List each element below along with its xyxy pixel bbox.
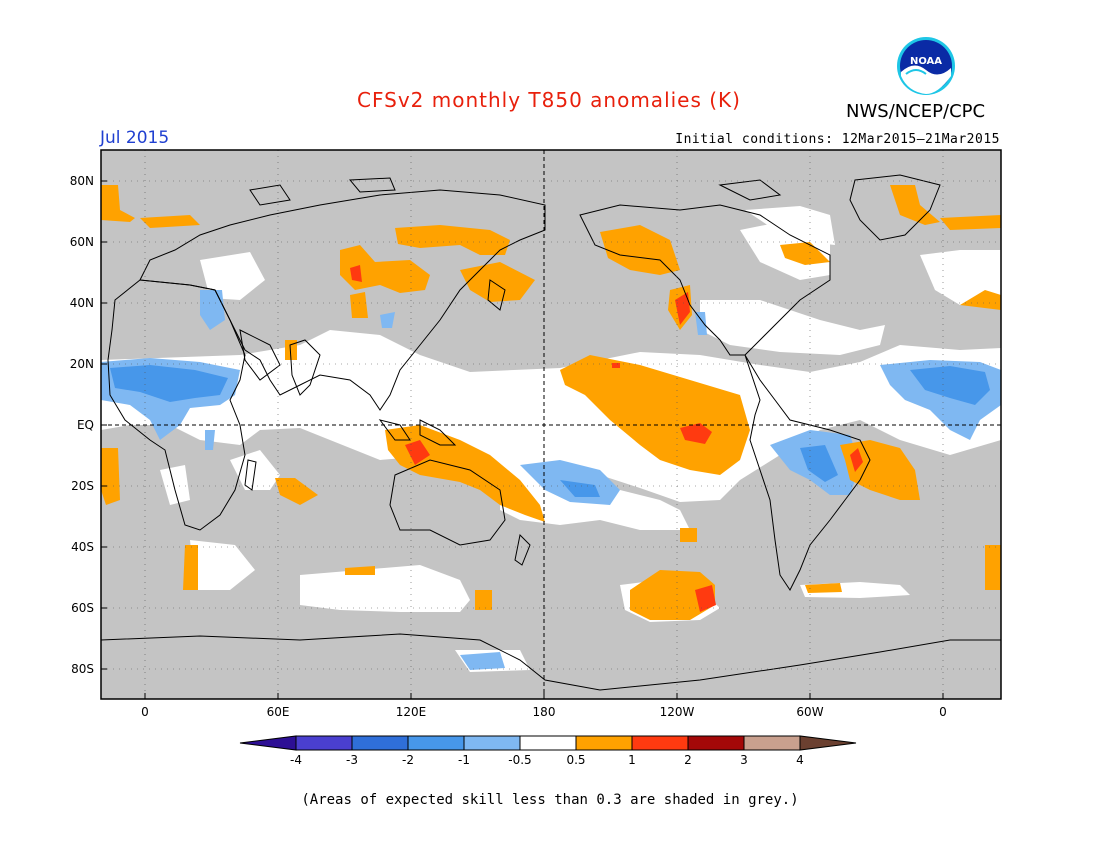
- lon-label: 120E: [396, 705, 427, 719]
- legend-label: -1: [458, 753, 470, 767]
- lon-label: 60W: [796, 705, 823, 719]
- coastlines: [101, 174, 1001, 691]
- noaa-logo: NOAA: [897, 37, 955, 95]
- negative-anomaly-medium: [110, 365, 990, 497]
- legend-color-box: [463, 735, 521, 751]
- legend-color-box: [631, 735, 689, 751]
- legend-color-box: [687, 735, 745, 751]
- lat-label: 80N: [70, 174, 94, 188]
- lon-label: 60E: [267, 705, 290, 719]
- lat-label: 60N: [70, 235, 94, 249]
- legend-label: 3: [740, 753, 748, 767]
- legend-color-box: [743, 735, 801, 751]
- legend-label: -0.5: [508, 753, 531, 767]
- organization-label: NWS/NCEP/CPC: [846, 101, 986, 122]
- initial-conditions: Initial conditions: 12Mar2015–21Mar2015: [675, 132, 1000, 147]
- legend-label: 1: [628, 753, 636, 767]
- lat-label: 20S: [71, 479, 94, 493]
- forecast-month: Jul 2015: [100, 128, 170, 148]
- anomaly-map: 80N 60N 40N 20N EQ 20S 40S 60S 80S 0 60E…: [70, 149, 1002, 719]
- legend-color-box: [351, 735, 409, 751]
- lon-label: 120W: [660, 705, 695, 719]
- lon-label: 0: [141, 705, 149, 719]
- legend-label: 2: [684, 753, 692, 767]
- lat-label: 40S: [71, 540, 94, 554]
- lat-label: 40N: [70, 296, 94, 310]
- legend-arrow-high: [799, 735, 857, 751]
- legend-color-box: [295, 735, 353, 751]
- legend-color-box: [407, 735, 465, 751]
- chart-title: CFSv2 monthly T850 anomalies (K): [357, 88, 741, 112]
- axis-ticks: [101, 180, 944, 699]
- legend-arrow-low: [239, 735, 297, 751]
- lon-label: 180: [533, 705, 556, 719]
- legend-color-box: [575, 735, 633, 751]
- color-legend: -4 -3 -2 -1 -0.5 0.5 1 2 3 4: [239, 735, 857, 767]
- legend-label: -4: [290, 753, 302, 767]
- lat-label: 20N: [70, 357, 94, 371]
- lat-label: EQ: [77, 418, 94, 432]
- lon-label: 0: [939, 705, 947, 719]
- legend-label: -3: [346, 753, 358, 767]
- lat-label: 80S: [71, 662, 94, 676]
- reference-lines: [101, 150, 1001, 699]
- skill-footnote: (Areas of expected skill less than 0.3 a…: [301, 792, 799, 808]
- legend-label: 4: [796, 753, 804, 767]
- legend-label: 0.5: [566, 753, 585, 767]
- positive-anomaly-strong: [350, 265, 863, 612]
- legend-color-box: [519, 735, 577, 751]
- legend-label: -2: [402, 753, 414, 767]
- graticule: [101, 150, 1001, 699]
- noaa-logo-text: NOAA: [910, 56, 942, 67]
- lat-label: 60S: [71, 601, 94, 615]
